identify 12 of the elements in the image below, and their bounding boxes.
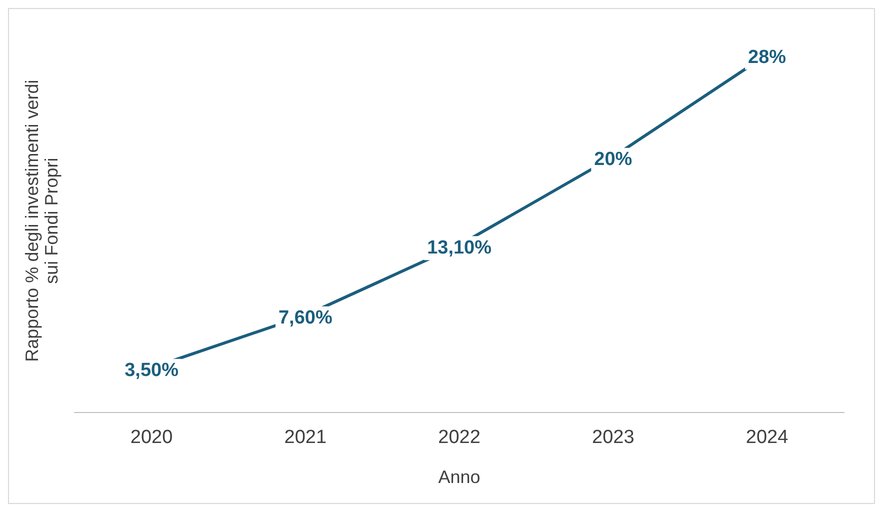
- data-label: 7,60%: [278, 308, 332, 329]
- x-tick-label: 2023: [592, 427, 634, 448]
- data-label: 20%: [594, 149, 632, 170]
- x-tick-label: 2022: [438, 427, 480, 448]
- x-axis-title: Anno: [438, 467, 480, 488]
- data-label: 13,10%: [427, 237, 492, 258]
- x-tick-label: 2020: [130, 427, 173, 448]
- y-axis-title: Rapporto % degli investimenti verdi sui Fondi Propri: [22, 80, 62, 362]
- x-tick-label: 2024: [746, 427, 789, 448]
- data-label: 28%: [748, 46, 786, 68]
- x-tick-label: 2021: [284, 427, 327, 448]
- data-label: 3,50%: [124, 360, 179, 382]
